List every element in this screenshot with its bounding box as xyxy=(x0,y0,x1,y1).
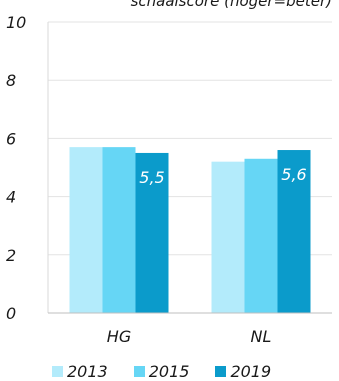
chart-title: schaalscore (hoger=beter) xyxy=(131,0,332,10)
bar-2015-HG xyxy=(102,147,136,313)
y-tick-label: 4 xyxy=(6,188,16,207)
legend-item-2015: 2015 xyxy=(133,362,190,381)
bar-2013-HG xyxy=(69,147,103,313)
legend: 2013 2015 2019 xyxy=(52,362,339,381)
legend-label: 2019 xyxy=(230,362,272,381)
legend-swatch xyxy=(215,366,227,377)
y-tick-label: 8 xyxy=(6,71,16,90)
x-axis-category-labels: HG NL xyxy=(107,327,272,346)
x-category-label: NL xyxy=(251,327,272,346)
data-label: 5,5 xyxy=(139,168,164,187)
legend-label: 2013 xyxy=(67,362,108,381)
legend-item-2019: 2019 xyxy=(215,362,271,381)
x-category-label: HG xyxy=(107,327,131,346)
legend-item-2013: 2013 xyxy=(52,362,108,381)
y-axis-tick-labels: 0 2 4 6 8 10 xyxy=(6,13,26,323)
bar-2015-NL xyxy=(244,158,278,313)
y-tick-label: 6 xyxy=(6,129,16,148)
bars xyxy=(69,147,311,313)
data-label: 5,6 xyxy=(281,165,306,184)
bar-2019-NL xyxy=(277,150,311,313)
bar-2019-HG xyxy=(135,152,169,313)
legend-swatch xyxy=(52,366,63,377)
y-tick-label: 0 xyxy=(6,304,16,323)
y-tick-label: 10 xyxy=(6,13,26,32)
legend-label: 2015 xyxy=(148,362,190,381)
legend-swatch xyxy=(133,366,145,377)
bar-2013-NL xyxy=(211,161,245,313)
data-labels: 5,5 5,6 xyxy=(139,165,306,187)
y-tick-label: 2 xyxy=(6,246,16,265)
